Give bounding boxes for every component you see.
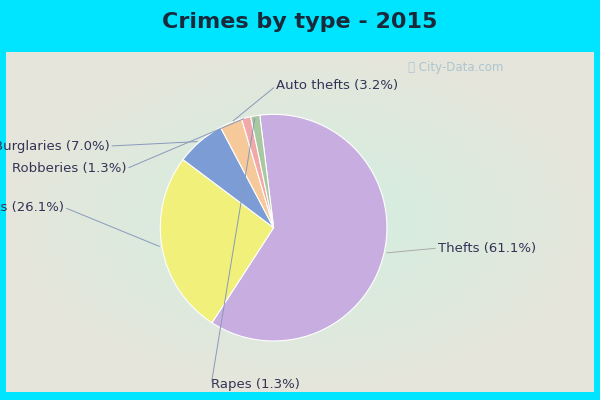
Text: Rapes (1.3%): Rapes (1.3%) xyxy=(211,378,300,390)
Wedge shape xyxy=(221,119,274,228)
Wedge shape xyxy=(160,160,274,323)
Text: Burglaries (7.0%): Burglaries (7.0%) xyxy=(0,140,109,152)
Text: Assaults (26.1%): Assaults (26.1%) xyxy=(0,201,64,214)
Text: Auto thefts (3.2%): Auto thefts (3.2%) xyxy=(276,80,398,92)
Text: Robberies (1.3%): Robberies (1.3%) xyxy=(12,162,126,175)
Text: Thefts (61.1%): Thefts (61.1%) xyxy=(438,242,536,254)
Wedge shape xyxy=(183,128,274,228)
Text: Crimes by type - 2015: Crimes by type - 2015 xyxy=(163,12,437,32)
Wedge shape xyxy=(242,117,274,228)
Wedge shape xyxy=(212,114,387,341)
Wedge shape xyxy=(251,115,274,228)
Text: ⓘ City-Data.com: ⓘ City-Data.com xyxy=(408,61,503,74)
